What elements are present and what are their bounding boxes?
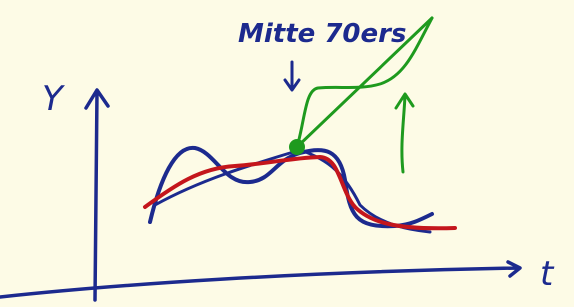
green-point (289, 139, 305, 155)
x-axis-label: t (540, 254, 555, 294)
y-axis-label: Y (42, 79, 65, 119)
annotation: Mitte 70ers (238, 19, 406, 49)
page: Y t Mitte 70ers (() => { const data = JS… (0, 0, 574, 307)
sketch: Y t Mitte 70ers (0, 0, 574, 307)
